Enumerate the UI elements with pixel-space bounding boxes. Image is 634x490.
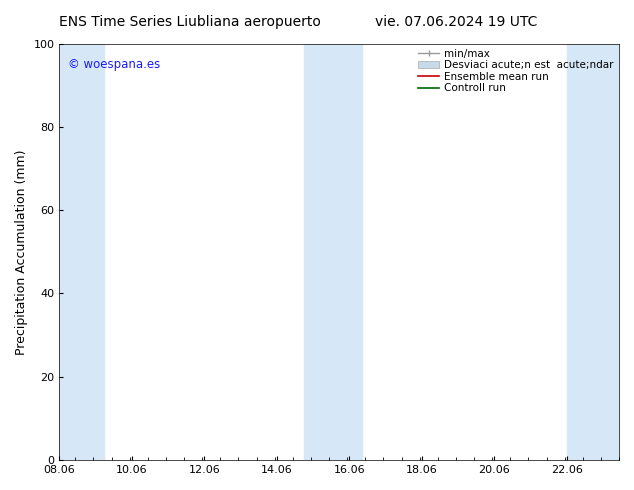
- Text: ENS Time Series Liubliana aeropuerto: ENS Time Series Liubliana aeropuerto: [59, 15, 321, 29]
- Text: vie. 07.06.2024 19 UTC: vie. 07.06.2024 19 UTC: [375, 15, 538, 29]
- Bar: [567, 44, 619, 460]
- Text: © woespana.es: © woespana.es: [68, 58, 160, 71]
- Bar: [60, 44, 105, 460]
- Legend: min/max, Desviaci acute;n est  acute;ndar, Ensemble mean run, Controll run: min/max, Desviaci acute;n est acute;ndar…: [415, 46, 617, 97]
- Bar: [304, 44, 361, 460]
- Y-axis label: Precipitation Accumulation (mm): Precipitation Accumulation (mm): [15, 149, 28, 355]
